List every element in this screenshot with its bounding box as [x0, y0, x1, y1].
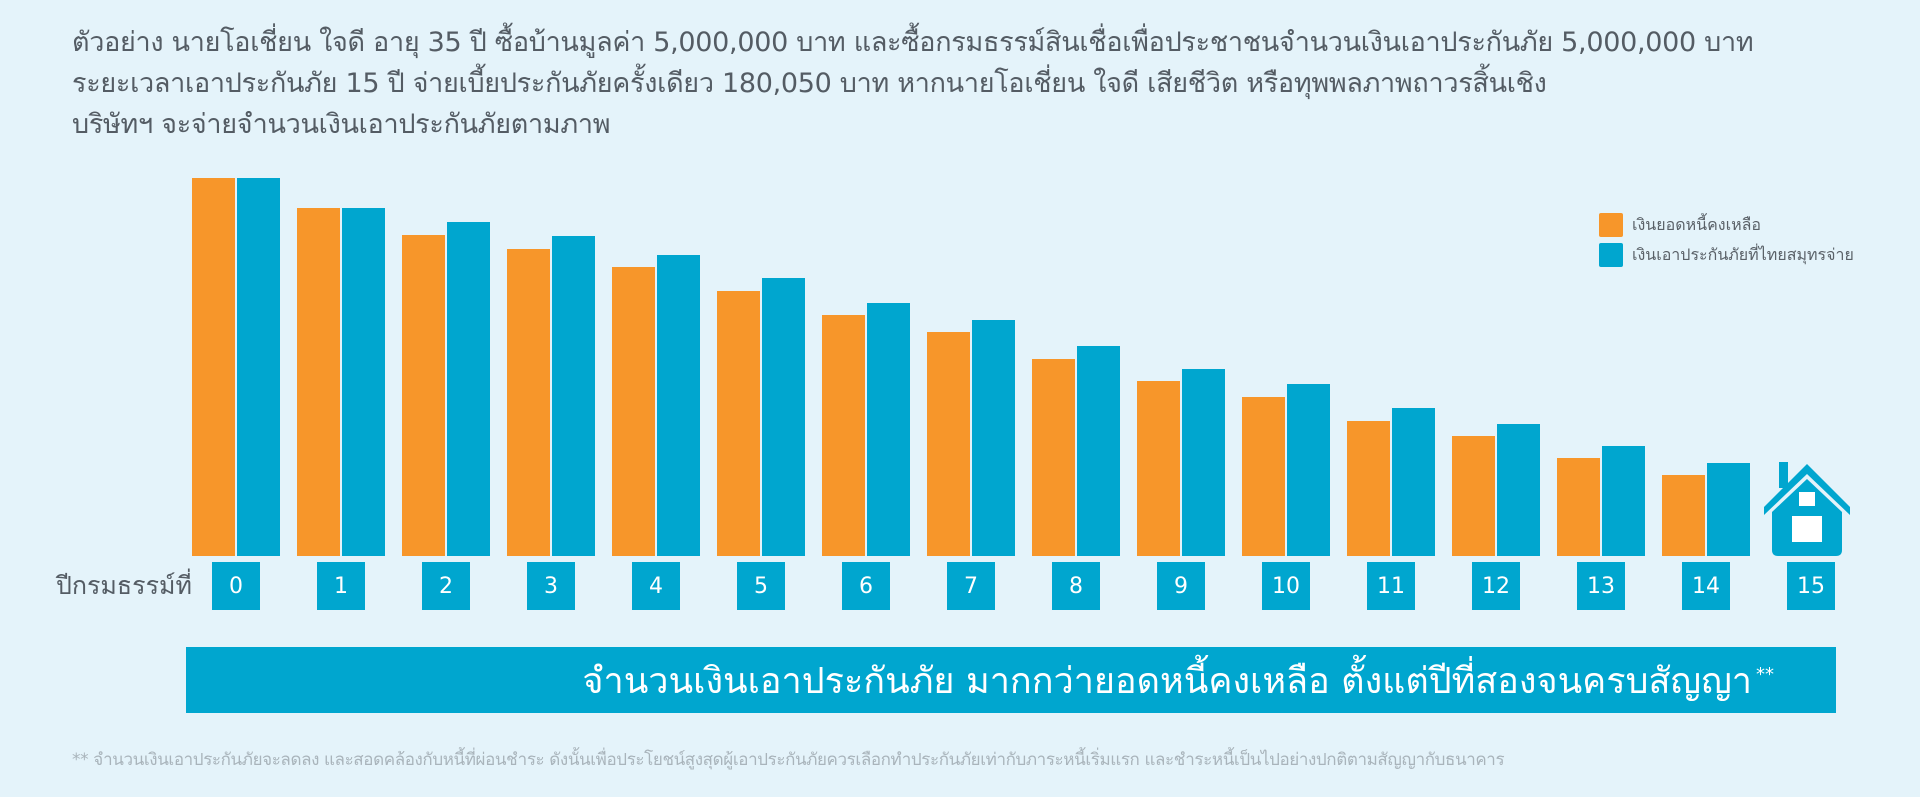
year-label-0: 0	[212, 562, 260, 610]
year-label-12: 12	[1472, 562, 1520, 610]
legend: เงินยอดหนี้คงเหลือ เงินเอาประกันภัยที่ไท…	[1599, 210, 1854, 270]
bar-sum-insured	[1707, 463, 1750, 556]
x-axis-title: ปีกรมธรรม์ที่	[56, 571, 192, 600]
bar-sum-insured	[552, 236, 595, 556]
bar-sum-insured	[1077, 346, 1120, 556]
house-icon	[1764, 462, 1850, 557]
legend-item-sum-insured: เงินเอาประกันภัยที่ไทยสมุทรจ่าย	[1599, 240, 1854, 270]
year-label-3: 3	[527, 562, 575, 610]
legend-swatch-orange	[1599, 213, 1623, 237]
year-label-6: 6	[842, 562, 890, 610]
bar-remaining-debt	[1347, 421, 1390, 556]
year-label-13: 13	[1577, 562, 1625, 610]
bar-sum-insured	[1602, 446, 1645, 556]
banner-text: จำนวนเงินเอาประกันภัย มากกว่ายอดหนี้คงเห…	[582, 660, 1752, 702]
bar-sum-insured	[237, 178, 280, 556]
footnote: ** จำนวนเงินเอาประกันภัยจะลดลง และสอดคล้…	[72, 750, 1505, 770]
bar-sum-insured	[657, 255, 700, 556]
bar-chart: 0 1 2 3 4 5 6 7 8 9 10 11 12 13 14 15	[192, 178, 1835, 610]
intro-text: ตัวอย่าง นายโอเชี่ยน ใจดี อายุ 35 ปี ซื้…	[72, 22, 1872, 145]
intro-line-3: บริษัทฯ จะจ่ายจำนวนเงินเอาประกันภัยตามภา…	[72, 109, 611, 140]
bar-remaining-debt	[927, 332, 970, 556]
year-label-15: 15	[1787, 562, 1835, 610]
banner-footnote-mark: **	[1756, 663, 1774, 685]
bar-remaining-debt	[1242, 397, 1285, 556]
bar-sum-insured	[447, 222, 490, 556]
bar-remaining-debt	[822, 315, 865, 556]
legend-item-remaining-debt: เงินยอดหนี้คงเหลือ	[1599, 210, 1854, 240]
bar-sum-insured	[1497, 424, 1540, 556]
bar-sum-insured	[342, 208, 385, 556]
bar-sum-insured	[867, 303, 910, 556]
bar-remaining-debt	[717, 291, 760, 556]
legend-label: เงินยอดหนี้คงเหลือ	[1632, 214, 1762, 234]
intro-line-2: ระยะเวลาเอาประกันภัย 15 ปี จ่ายเบี้ยประก…	[72, 68, 1547, 99]
summary-banner: จำนวนเงินเอาประกันภัย มากกว่ายอดหนี้คงเห…	[186, 647, 1836, 713]
bar-sum-insured	[1392, 408, 1435, 556]
bar-sum-insured	[762, 278, 805, 556]
intro-line-1: ตัวอย่าง นายโอเชี่ยน ใจดี อายุ 35 ปี ซื้…	[72, 27, 1754, 58]
bar-sum-insured	[1182, 369, 1225, 556]
legend-swatch-blue	[1599, 243, 1623, 267]
bar-remaining-debt	[1662, 475, 1705, 556]
bar-sum-insured	[1287, 384, 1330, 556]
legend-label: เงินเอาประกันภัยที่ไทยสมุทรจ่าย	[1632, 244, 1854, 264]
bar-remaining-debt	[192, 178, 235, 556]
year-label-2: 2	[422, 562, 470, 610]
year-label-10: 10	[1262, 562, 1310, 610]
year-label-1: 1	[317, 562, 365, 610]
year-label-11: 11	[1367, 562, 1415, 610]
year-label-14: 14	[1682, 562, 1730, 610]
bar-remaining-debt	[1032, 359, 1075, 556]
bar-remaining-debt	[507, 249, 550, 556]
bar-remaining-debt	[402, 235, 445, 556]
year-label-9: 9	[1157, 562, 1205, 610]
bar-remaining-debt	[1557, 458, 1600, 556]
bar-remaining-debt	[1137, 381, 1180, 556]
year-label-4: 4	[632, 562, 680, 610]
bar-remaining-debt	[1452, 436, 1495, 556]
year-label-5: 5	[737, 562, 785, 610]
year-label-7: 7	[947, 562, 995, 610]
year-label-8: 8	[1052, 562, 1100, 610]
bar-remaining-debt	[612, 267, 655, 556]
bar-sum-insured	[972, 320, 1015, 556]
bar-remaining-debt	[297, 208, 340, 556]
